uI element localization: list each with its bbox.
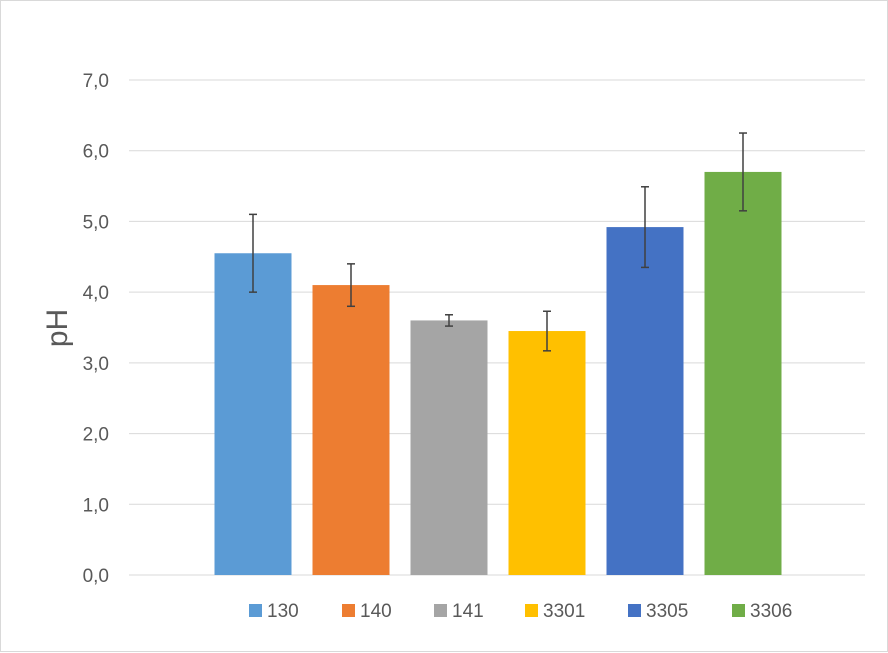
legend-label: 140	[360, 601, 392, 622]
legend-label: 3301	[543, 601, 585, 622]
legend-item-3301: 3301	[525, 601, 585, 622]
error-bar-140	[347, 263, 355, 308]
legend-swatch	[434, 604, 447, 617]
legend-item-141: 141	[434, 601, 484, 622]
legend-label: 130	[267, 601, 299, 622]
legend-item-3306: 3306	[732, 601, 792, 622]
bar-3306	[704, 171, 782, 575]
bars	[214, 171, 782, 576]
y-tick-label: 5,0	[83, 212, 109, 233]
error-bars	[249, 132, 747, 352]
legend-swatch	[732, 604, 745, 617]
y-axis-ticks: 0,0 1,0 2,0 3,0 4,0 5,0 6,0 7,0	[83, 71, 109, 587]
error-bar-3305	[641, 186, 649, 269]
bar-140	[312, 285, 390, 575]
legend-swatch	[525, 604, 538, 617]
legend-item-140: 140	[342, 601, 392, 622]
error-bar-141	[445, 314, 453, 327]
y-tick-label: 6,0	[83, 142, 109, 163]
y-tick-label: 3,0	[83, 354, 109, 375]
legend-item-130: 130	[249, 601, 299, 622]
legend-label: 3305	[646, 601, 688, 622]
legend-swatch	[342, 604, 355, 617]
legend-swatch	[628, 604, 641, 617]
y-tick-label: 1,0	[83, 495, 109, 516]
bar-3305	[606, 227, 684, 576]
bar-130	[214, 253, 292, 575]
bar-3301	[508, 331, 586, 575]
bar-141	[410, 320, 488, 575]
legend-label: 141	[452, 601, 484, 622]
y-tick-label: 2,0	[83, 425, 109, 446]
y-tick-label: 7,0	[83, 71, 109, 92]
error-bar-3306	[739, 132, 747, 212]
y-axis-title: pH	[41, 309, 74, 347]
y-tick-label: 0,0	[83, 566, 109, 587]
legend-swatch	[249, 604, 262, 617]
y-tick-label: 4,0	[83, 283, 109, 304]
error-bar-3301	[543, 310, 551, 352]
legend-label: 3306	[750, 601, 792, 622]
legend: 130 140 141 3301 3305 3306	[249, 601, 792, 622]
error-bar-130	[249, 213, 257, 293]
legend-item-3305: 3305	[628, 601, 688, 622]
